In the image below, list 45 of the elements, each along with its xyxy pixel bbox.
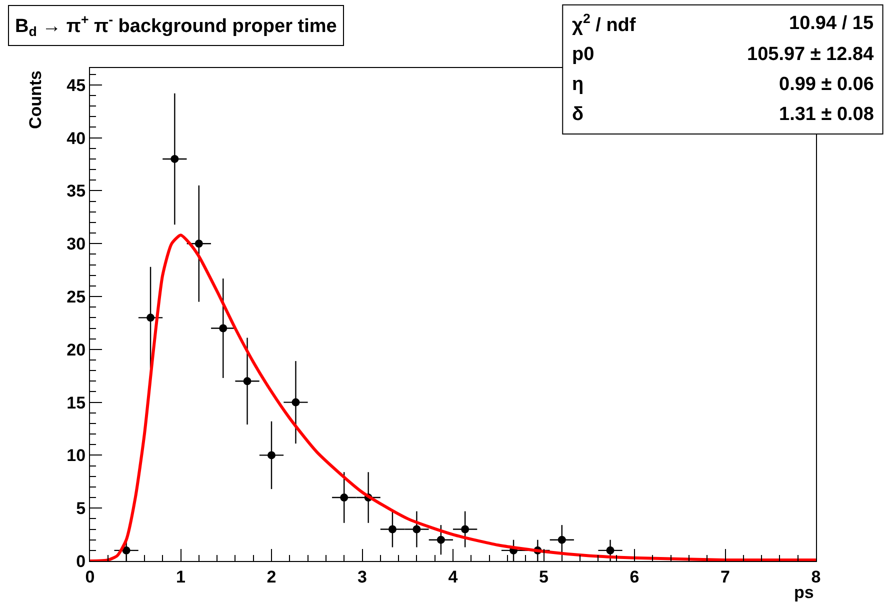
point	[219, 324, 228, 332]
y-axis-title: Counts	[26, 70, 46, 130]
point	[194, 240, 203, 248]
point	[606, 546, 614, 554]
point	[268, 451, 276, 460]
x-tick-label: 2	[266, 567, 276, 586]
point	[292, 398, 300, 406]
x-tick-label: 4	[448, 567, 458, 586]
y-tick-label: 25	[66, 287, 86, 306]
y-tick-label: 45	[66, 76, 86, 95]
annotation: δ	[572, 104, 584, 125]
annotation: 1.31 ± 0.08	[779, 104, 874, 125]
y-tick-label: 30	[66, 234, 86, 254]
point	[170, 154, 179, 163]
point	[146, 314, 155, 322]
point	[388, 525, 396, 534]
x-tick-label: 1	[176, 567, 186, 586]
point	[461, 525, 470, 534]
text: χ$^{2}$ / ndf	[572, 11, 636, 36]
line-series	[90, 234, 816, 561]
x-tick-label: 5	[539, 567, 548, 586]
text: 105.97 ± 12.84	[747, 44, 874, 65]
text: p0	[572, 44, 594, 65]
annotation: 0.99 ± 0.06	[779, 74, 874, 95]
y-tick-label: 5	[76, 499, 86, 518]
x-tick-label: 7	[720, 567, 730, 586]
y-tick-label: 40	[66, 128, 86, 148]
point	[558, 536, 566, 544]
point	[412, 525, 421, 534]
chart-title: B$_{d}$ → π$^{+}$ π$^{-}$ background proper time	[15, 12, 337, 39]
y-tick-label: 10	[66, 446, 86, 466]
annotation: η	[572, 74, 584, 95]
y-tick-label: 15	[66, 393, 86, 412]
y-tick-label: 0	[76, 552, 86, 571]
point	[243, 377, 252, 386]
y-tick-label: 35	[66, 182, 86, 201]
x-axis-title: ps	[794, 583, 814, 602]
point	[436, 536, 445, 544]
y-tick-label: 20	[66, 340, 86, 360]
text: 10.94 / 15	[789, 13, 874, 34]
x-tick-label: 3	[358, 567, 367, 586]
x-tick-label: 6	[630, 567, 640, 586]
point	[122, 546, 130, 554]
x-tick-label: 8	[811, 567, 821, 586]
point	[340, 494, 348, 502]
